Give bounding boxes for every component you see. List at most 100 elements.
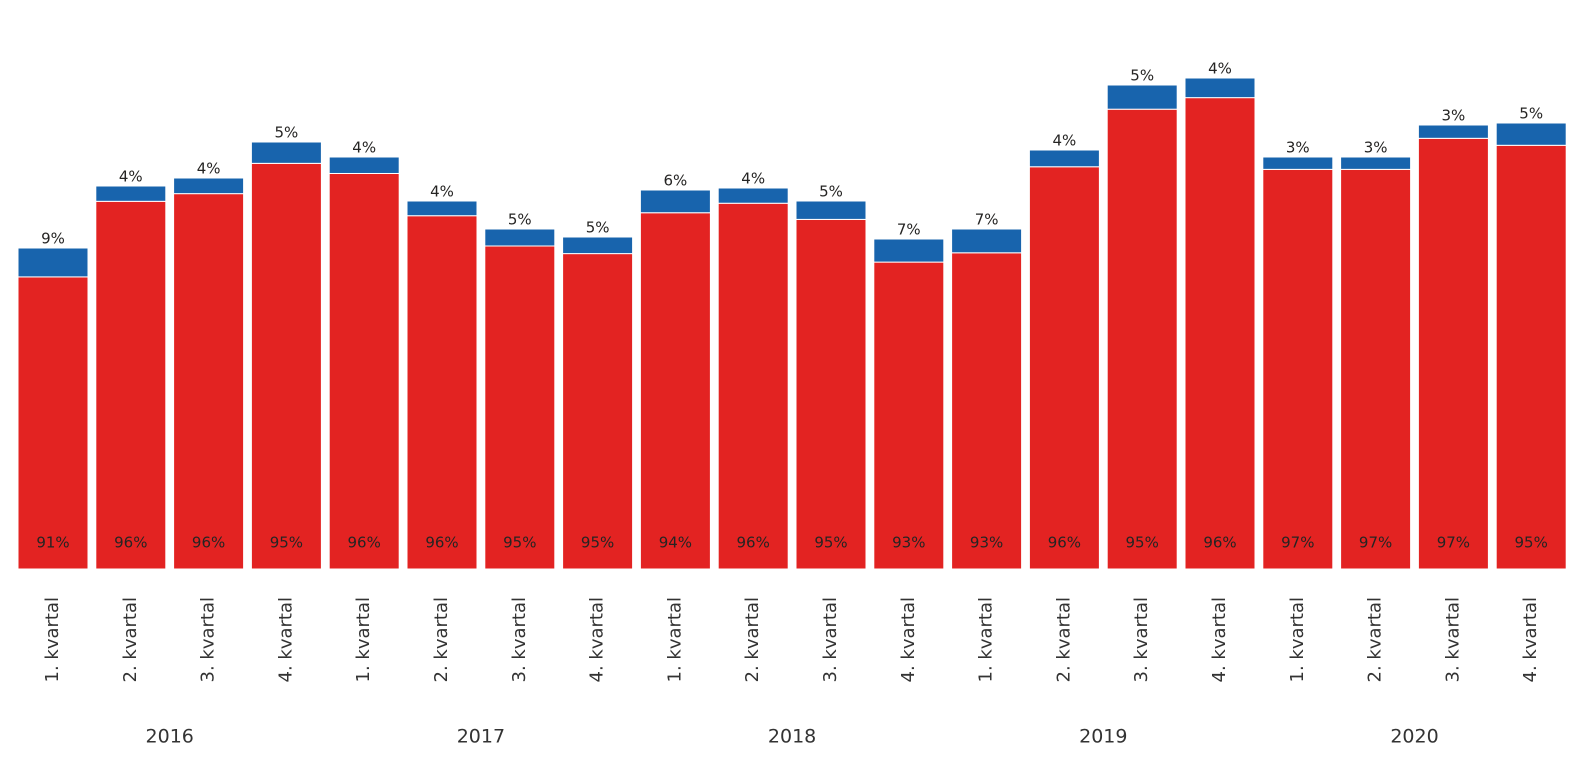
year-label: 2017	[457, 726, 505, 748]
value-label: 4%	[1053, 132, 1077, 150]
bar-segment	[484, 228, 556, 247]
bar-segment	[717, 187, 789, 204]
value-label: 96%	[425, 534, 458, 552]
x-tick-label: 4. kvartal	[1209, 597, 1230, 683]
value-label: 5%	[508, 211, 532, 229]
bar-segment	[1028, 149, 1100, 168]
bar-segment	[1495, 144, 1567, 570]
bar-segment	[795, 218, 867, 570]
bar-segment	[250, 162, 322, 570]
bar-segment	[95, 200, 167, 570]
x-tick-label: 2. kvartal	[742, 597, 763, 683]
value-label: 96%	[1203, 534, 1236, 552]
value-label: 3%	[1364, 139, 1388, 157]
bar-segment	[173, 193, 245, 570]
bar-segment	[250, 141, 322, 164]
x-tick-label: 1. kvartal	[42, 597, 63, 683]
year-label: 2020	[1390, 726, 1438, 748]
bar-segment	[328, 172, 400, 570]
value-label: 5%	[819, 183, 843, 201]
x-tick-label: 2. kvartal	[1365, 597, 1386, 683]
x-tick-label: 3. kvartal	[820, 597, 841, 683]
bar-segment	[1184, 97, 1256, 570]
bar-segment	[951, 228, 1023, 254]
x-tick-label: 2. kvartal	[431, 597, 452, 683]
value-label: 5%	[1130, 67, 1154, 85]
bar-segment	[639, 189, 711, 214]
x-tick-label: 3. kvartal	[198, 597, 219, 683]
x-tick-label: 4. kvartal	[587, 597, 608, 683]
x-tick-label: 3. kvartal	[1442, 597, 1463, 683]
value-label: 6%	[664, 172, 688, 190]
bar-segment	[795, 200, 867, 220]
bar-segment	[1262, 168, 1334, 570]
bar-segment	[873, 261, 945, 570]
x-tick-label: 1. kvartal	[353, 597, 374, 683]
bar-segment	[1184, 77, 1256, 99]
value-label: 9%	[41, 230, 65, 248]
value-label: 96%	[192, 534, 225, 552]
value-label: 3%	[1286, 139, 1310, 157]
value-label: 97%	[1437, 534, 1470, 552]
value-label: 96%	[1048, 534, 1081, 552]
bar-segment	[1417, 137, 1489, 570]
value-label: 4%	[119, 168, 143, 186]
bar-segment	[328, 156, 400, 174]
x-tick-label: 1. kvartal	[1287, 597, 1308, 683]
bar-segment	[1028, 166, 1100, 570]
x-tick-label: 3. kvartal	[509, 597, 530, 683]
value-label: 96%	[348, 534, 381, 552]
bar-segment	[562, 253, 634, 570]
bar-segment	[406, 215, 478, 570]
value-label: 5%	[586, 219, 610, 237]
bar-segment	[173, 177, 245, 195]
bar-segment	[406, 200, 478, 217]
value-label: 4%	[430, 183, 454, 201]
value-label: 93%	[970, 534, 1003, 552]
x-tick-label: 2. kvartal	[1053, 597, 1074, 683]
bar-segment	[1495, 122, 1567, 146]
x-tick-label: 3. kvartal	[1131, 597, 1152, 683]
bar-segment	[562, 236, 634, 255]
value-label: 94%	[659, 534, 692, 552]
value-label: 95%	[503, 534, 536, 552]
value-label: 5%	[1519, 105, 1543, 123]
x-tick-label: 2. kvartal	[120, 597, 141, 683]
value-label: 7%	[975, 211, 999, 229]
year-label: 2016	[146, 726, 194, 748]
bar-segment	[95, 185, 167, 202]
bar-segment	[17, 276, 89, 570]
x-tick-label: 1. kvartal	[664, 597, 685, 683]
bar-segment	[951, 252, 1023, 570]
bar-segment	[873, 238, 945, 263]
x-tick-label: 4. kvartal	[275, 597, 296, 683]
year-label: 2019	[1079, 726, 1127, 748]
x-tick-label: 4. kvartal	[1520, 597, 1541, 683]
value-label: 4%	[352, 139, 376, 157]
value-label: 95%	[1515, 534, 1548, 552]
value-label: 4%	[1208, 60, 1232, 78]
bar-segment	[1262, 156, 1334, 170]
bar-segment	[484, 245, 556, 570]
bar-segment	[1340, 168, 1412, 570]
bar-segment	[1106, 84, 1178, 110]
value-label: 97%	[1359, 534, 1392, 552]
bar-segment	[17, 247, 89, 278]
value-label: 4%	[741, 170, 765, 188]
value-label: 7%	[897, 221, 921, 239]
value-label: 96%	[737, 534, 770, 552]
value-label: 95%	[270, 534, 303, 552]
value-label: 91%	[36, 534, 69, 552]
bar-segment	[1106, 108, 1178, 570]
bar-segment	[639, 212, 711, 570]
value-label: 95%	[1126, 534, 1159, 552]
value-label: 4%	[197, 160, 221, 178]
value-label: 5%	[275, 124, 299, 142]
value-label: 93%	[892, 534, 925, 552]
bar-segment	[717, 202, 789, 570]
x-tick-label: 1. kvartal	[976, 597, 997, 683]
value-label: 96%	[114, 534, 147, 552]
x-tick-label: 4. kvartal	[898, 597, 919, 683]
value-label: 95%	[581, 534, 614, 552]
